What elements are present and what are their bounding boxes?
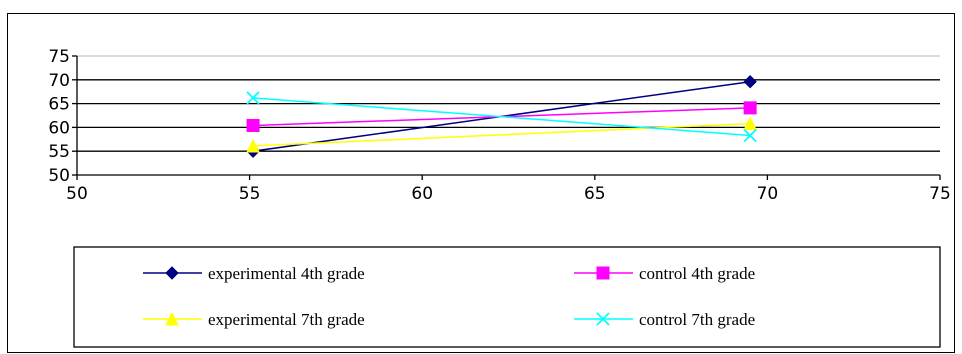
legend-marker-experimental-4th-grade <box>165 266 179 280</box>
legend-marker-experimental-7th-grade <box>165 311 179 326</box>
data-point-control-4th-grade-0 <box>246 118 260 132</box>
data-point-control-7th-grade-1 <box>743 128 757 143</box>
legend-marker-control-7th-grade <box>596 312 610 326</box>
series-lines <box>246 74 757 158</box>
gridlines <box>77 55 940 152</box>
legend: experimental 4th grade control 4th grade e… <box>73 246 941 348</box>
legend-label-control-7th-grade: control 7th grade <box>639 310 755 329</box>
x-tick-label-75: 75 <box>929 184 951 204</box>
legend-entry-experimental-7th-grade: experimental 7th grade <box>143 310 365 329</box>
chart-frame: 50 55 60 65 70 75 50 55 60 65 70 75 experimental 4t… <box>7 13 955 353</box>
legend-box <box>73 246 941 348</box>
legend-entry-control-7th-grade: control 7th grade <box>574 310 755 329</box>
y-tick-label-55: 55 <box>48 142 70 162</box>
series-line-experimental-7th-grade <box>253 122 751 147</box>
y-tick-label-65: 65 <box>48 95 70 115</box>
tick-labels: 50 55 60 65 70 75 50 55 60 65 70 75 <box>48 47 950 204</box>
legend-label-experimental-4th-grade: experimental 4th grade <box>208 264 365 283</box>
data-point-control-7th-grade-0 <box>246 91 260 105</box>
y-tick-label-50: 50 <box>48 166 70 186</box>
legend-marker-control-4th-grade <box>596 266 610 280</box>
x-tick-label-60: 60 <box>411 184 433 204</box>
legend-entry-control-4th-grade: control 4th grade <box>574 264 755 283</box>
legend-label-control-4th-grade: control 4th grade <box>639 264 755 283</box>
y-tick-label-60: 60 <box>48 118 70 138</box>
y-tick-label-75: 75 <box>48 47 70 67</box>
legend-label-experimental-7th-grade: experimental 7th grade <box>208 310 365 329</box>
data-point-control-4th-grade-1 <box>743 101 757 115</box>
axes <box>72 55 941 180</box>
legend-marker-control-7th-grade-stroke-b <box>596 312 610 326</box>
line-chart: 50 55 60 65 70 75 50 55 60 65 70 75 experimental 4t… <box>48 47 951 348</box>
x-tick-label-65: 65 <box>584 184 606 204</box>
x-tick-label-50: 50 <box>66 184 88 204</box>
y-tick-label-70: 70 <box>48 71 70 91</box>
data-point-experimental-7th-grade-0 <box>246 138 260 153</box>
data-point-experimental-4th-grade-1 <box>743 74 757 89</box>
data-point-control-7th-grade-1-stroke-b <box>743 128 757 143</box>
x-tick-label-55: 55 <box>239 184 261 204</box>
data-point-experimental-7th-grade-1 <box>743 116 757 131</box>
legend-entry-experimental-4th-grade: experimental 4th grade <box>143 264 365 283</box>
x-tick-label-70: 70 <box>757 184 779 204</box>
data-point-control-7th-grade-0-stroke-b <box>246 91 260 105</box>
series-line-control-7th-grade <box>252 97 751 137</box>
